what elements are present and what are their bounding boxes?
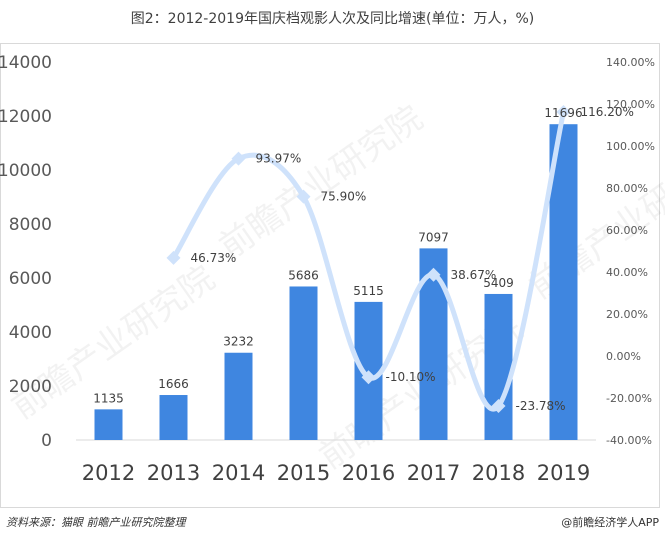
- y-left-tick-label: 14000: [0, 53, 52, 73]
- y-right-tick-label: 0.00%: [606, 350, 641, 363]
- chart-title: 图2：2012-2019年国庆档观影人次及同比增速(单位：万人，%): [130, 11, 535, 27]
- x-tick-label: 2015: [277, 461, 330, 485]
- y-left-tick-label: 6000: [9, 269, 52, 289]
- growth-marker-2013: [166, 250, 181, 265]
- y-right-tick-label: 40.00%: [606, 266, 648, 279]
- bar-value-label: 1135: [93, 391, 124, 405]
- y-left-tick-label: 8000: [9, 215, 52, 235]
- x-tick-label: 2014: [212, 461, 265, 485]
- growth-value-label: 38.67%: [451, 268, 497, 282]
- growth-value-label: 116.20%: [581, 105, 634, 119]
- y-left-tick-label: 4000: [9, 323, 52, 343]
- growth-marker-2019: [556, 104, 571, 119]
- bar-value-label: 3232: [223, 335, 254, 349]
- brand-credit: @前瞻经济学人APP: [561, 516, 659, 529]
- bar-value-label: 11696: [544, 106, 582, 120]
- growth-marker-2014: [231, 151, 246, 166]
- y-left-tick-label: 12000: [0, 107, 52, 127]
- bar-value-label: 1666: [158, 377, 189, 391]
- bar-2019: [549, 124, 578, 440]
- bar-value-label: 5409: [483, 276, 514, 290]
- x-tick-label: 2018: [472, 461, 525, 485]
- bar-value-label: 7097: [418, 230, 449, 244]
- growth-line: [171, 109, 566, 412]
- bar-2015: [289, 286, 318, 440]
- x-tick-label: 2017: [407, 461, 460, 485]
- x-tick-label: 2019: [537, 461, 590, 485]
- growth-marker-2015: [296, 189, 311, 204]
- chart-plot: 前瞻产业研究院前瞻产业研究院前瞻产业研究院前瞻产业研究院020004000600…: [0, 53, 665, 485]
- y-right-tick-label: 20.00%: [606, 308, 648, 321]
- y-right-tick-label: 80.00%: [606, 182, 648, 195]
- chart-frame: [0, 43, 660, 508]
- x-tick-label: 2013: [147, 461, 200, 485]
- y-right-tick-label: 120.00%: [606, 98, 655, 111]
- y-right-tick-label: -40.00%: [606, 434, 652, 447]
- x-tick-label: 2012: [82, 461, 135, 485]
- bar-value-label: 5686: [288, 268, 319, 282]
- bar-2013: [159, 395, 188, 440]
- source-note: 资料来源：猫眼 前瞻产业研究院整理: [6, 516, 186, 529]
- growth-value-label: 46.73%: [191, 251, 237, 265]
- y-right-tick-label: 100.00%: [606, 140, 655, 153]
- y-right-tick-label: 140.00%: [606, 56, 655, 69]
- growth-value-label: 75.90%: [321, 190, 367, 204]
- y-right-tick-label: -20.00%: [606, 392, 652, 405]
- growth-value-label: -23.78%: [516, 399, 566, 413]
- bar-value-label: 5115: [353, 284, 384, 298]
- x-tick-label: 2016: [342, 461, 395, 485]
- y-left-tick-label: 10000: [0, 161, 52, 181]
- bar-2018: [484, 293, 513, 440]
- growth-marker-2017: [426, 267, 441, 282]
- growth-marker-2018: [491, 398, 506, 413]
- growth-value-label: -10.10%: [386, 370, 436, 384]
- growth-value-label: 93.97%: [256, 152, 302, 166]
- bar-2014: [224, 352, 253, 440]
- bar-2012: [94, 409, 123, 440]
- y-left-tick-label: 2000: [9, 377, 52, 397]
- y-right-tick-label: 60.00%: [606, 224, 648, 237]
- y-left-tick-label: 0: [41, 431, 52, 451]
- growth-marker-2016: [361, 370, 376, 385]
